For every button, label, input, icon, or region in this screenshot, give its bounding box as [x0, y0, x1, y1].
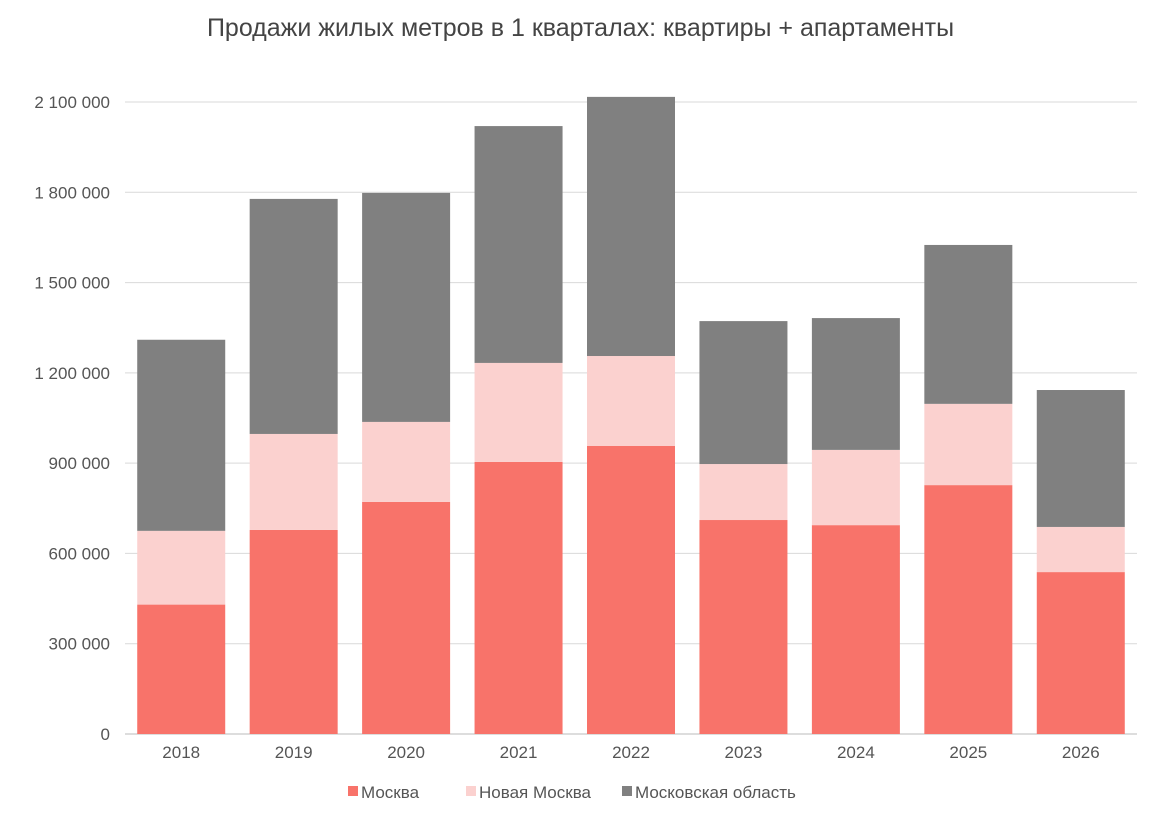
bar-segment-2024-0: [811, 525, 900, 734]
bar-segment-2026-2: [1036, 390, 1125, 527]
y-tick-label: 1 200 000: [34, 364, 110, 383]
y-tick-label: 2 100 000: [34, 93, 110, 112]
bar-segment-2020-1: [362, 421, 451, 502]
legend-swatch: [622, 786, 632, 796]
x-tick-label: 2019: [275, 743, 313, 762]
bar-segment-2021-0: [474, 461, 563, 734]
bar-segment-2021-2: [474, 126, 563, 363]
bar-segment-2020-2: [362, 192, 451, 422]
x-tick-label: 2025: [949, 743, 987, 762]
y-tick-label: 300 000: [49, 635, 110, 654]
y-tick-label: 1 800 000: [34, 183, 110, 202]
legend-label: Москва: [361, 783, 420, 802]
bar-segment-2018-2: [137, 339, 226, 531]
bar-segment-2022-2: [587, 96, 675, 357]
bar-segment-2023-1: [699, 464, 788, 521]
bar-segment-2026-1: [1036, 526, 1125, 573]
y-tick-label: 600 000: [49, 544, 110, 563]
chart-title: Продажи жилых метров в 1 кварталах: квар…: [206, 14, 955, 42]
x-tick-label: 2023: [725, 743, 763, 762]
bar-segment-2022-1: [587, 356, 675, 446]
bar-segment-2023-2: [699, 321, 788, 465]
bar-segment-2020-0: [362, 501, 451, 734]
legend-swatch: [466, 786, 476, 796]
legend-label: Московская область: [635, 783, 796, 802]
bar-segment-2025-2: [924, 244, 1013, 404]
legend-swatch: [348, 786, 358, 796]
bar-segment-2019-1: [249, 433, 338, 530]
x-tick-label: 2018: [162, 743, 200, 762]
legend-label: Новая Москва: [479, 783, 592, 802]
bar-segment-2019-2: [249, 198, 338, 434]
x-tick-label: 2022: [612, 743, 650, 762]
x-tick-label: 2021: [500, 743, 538, 762]
y-tick-label: 0: [101, 725, 110, 744]
bar-segment-2023-0: [699, 520, 788, 734]
bar-segment-2018-1: [137, 530, 226, 605]
bar-segment-2026-0: [1036, 572, 1125, 734]
y-tick-label: 900 000: [49, 454, 110, 473]
bar-segment-2021-1: [474, 362, 563, 462]
x-tick-label: 2020: [387, 743, 425, 762]
bar-segment-2025-1: [924, 403, 1013, 486]
bar-segment-2024-2: [811, 318, 900, 450]
bar-segment-2019-0: [249, 529, 338, 734]
bar-segment-2025-0: [924, 485, 1013, 734]
x-tick-label: 2024: [837, 743, 875, 762]
bar-segment-2024-1: [811, 449, 900, 526]
bar-segment-2018-0: [137, 604, 226, 734]
bar-segment-2022-0: [587, 445, 675, 734]
x-tick-label: 2026: [1062, 743, 1100, 762]
y-tick-label: 1 500 000: [34, 274, 110, 293]
